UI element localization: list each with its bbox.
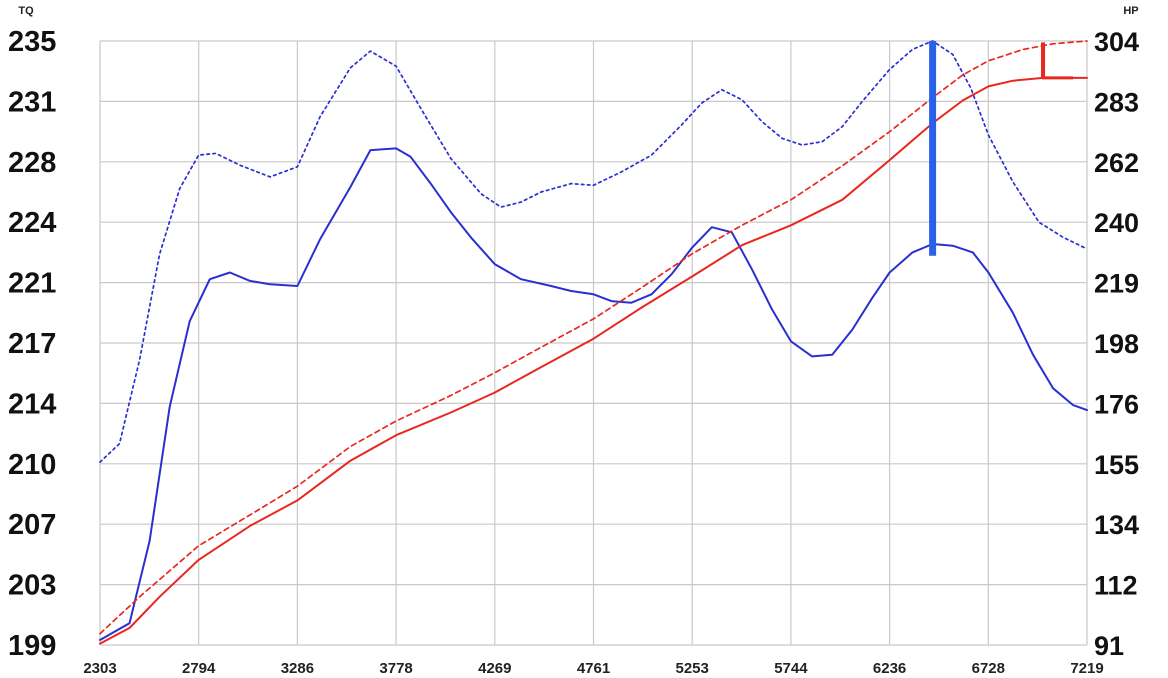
- y-tick-left: 235: [8, 26, 56, 58]
- x-tick: 5253: [676, 660, 709, 677]
- x-tick: 2794: [182, 660, 216, 677]
- x-tick: 6236: [873, 660, 906, 677]
- y-tick-right: 304: [1094, 27, 1139, 57]
- y-tick-left: 214: [8, 388, 56, 420]
- x-tick: 3286: [281, 660, 314, 677]
- y-tick-left: 207: [8, 509, 56, 541]
- y-tick-left: 228: [8, 147, 56, 179]
- right-axis-label: HP: [1123, 5, 1138, 17]
- y-tick-right: 91: [1094, 631, 1124, 661]
- y-tick-right: 112: [1094, 571, 1138, 601]
- y-tick-right: 176: [1094, 389, 1139, 419]
- y-tick-left: 217: [8, 328, 56, 360]
- y-tick-right: 155: [1094, 450, 1139, 480]
- y-tick-right: 283: [1094, 87, 1139, 117]
- y-tick-left: 221: [8, 268, 56, 300]
- x-tick: 4761: [577, 660, 610, 677]
- y-tick-left: 210: [8, 449, 56, 481]
- y-tick-left: 203: [8, 570, 56, 602]
- y-tick-right: 219: [1094, 269, 1139, 299]
- chart-markers: [929, 41, 1074, 256]
- left-axis-label: TQ: [18, 5, 34, 17]
- y-tick-right: 134: [1094, 510, 1139, 540]
- x-tick: 2303: [83, 660, 116, 677]
- y-tick-left: 199: [8, 630, 56, 662]
- hp-solid-line: [99, 76, 1088, 645]
- x-tick: 7219: [1070, 660, 1103, 677]
- y-tick-right: 240: [1094, 208, 1139, 238]
- y-tick-left: 231: [8, 86, 56, 118]
- y-tick-right: 262: [1094, 148, 1139, 178]
- x-tick: 4269: [478, 660, 511, 677]
- x-tick: 5744: [774, 660, 808, 677]
- y-tick-left: 224: [8, 207, 56, 239]
- chart-grid: [99, 40, 1088, 646]
- torque-dotted-line: [99, 40, 1088, 463]
- x-tick: 6728: [972, 660, 1005, 677]
- chart-ticks: 235 231 228 224 221 217 214 210 207 203 199 304 283 2…: [8, 26, 1139, 677]
- y-tick-right: 198: [1094, 329, 1139, 359]
- x-tick: 3778: [379, 660, 412, 677]
